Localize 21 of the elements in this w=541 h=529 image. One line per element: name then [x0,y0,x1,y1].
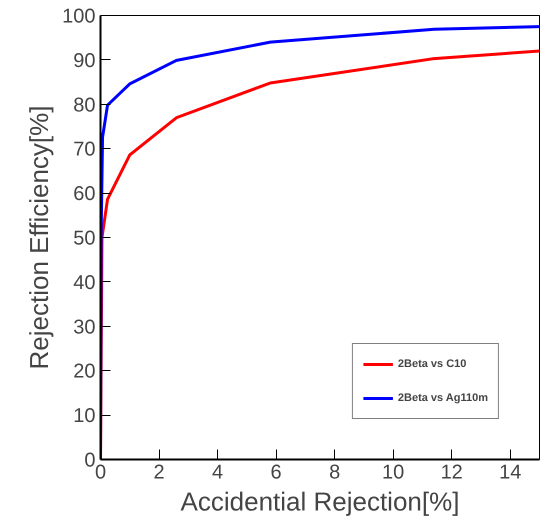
y-tick-label: 50 [73,228,96,250]
y-tick-label: 30 [73,316,96,338]
legend-label: 2Beta vs Ag110m [398,392,488,404]
x-tick-label: 4 [212,462,224,484]
x-tick-label: 12 [440,462,463,484]
x-tick-label: 14 [499,462,522,484]
y-tick-label: 40 [73,272,96,294]
x-tick-label: 10 [382,462,404,484]
y-tick-label: 70 [73,138,96,161]
y-tick-label: 100 [62,6,96,28]
y-tick-label: 10 [73,405,96,428]
x-axis-title: Accidential Rejection[%] [180,486,460,516]
y-tick-label: 60 [73,183,96,206]
y-tick-label: 20 [73,360,96,383]
x-tick-label: 6 [270,462,282,484]
x-tick-label: 2 [153,462,165,484]
y-axis-title: Rejection Efficiency[%] [24,106,54,370]
x-tick-label: 8 [329,462,340,484]
legend-label: 2Beta vs C10 [398,358,466,370]
y-tick-label: 80 [73,94,96,116]
y-tick-label: 90 [73,50,96,72]
